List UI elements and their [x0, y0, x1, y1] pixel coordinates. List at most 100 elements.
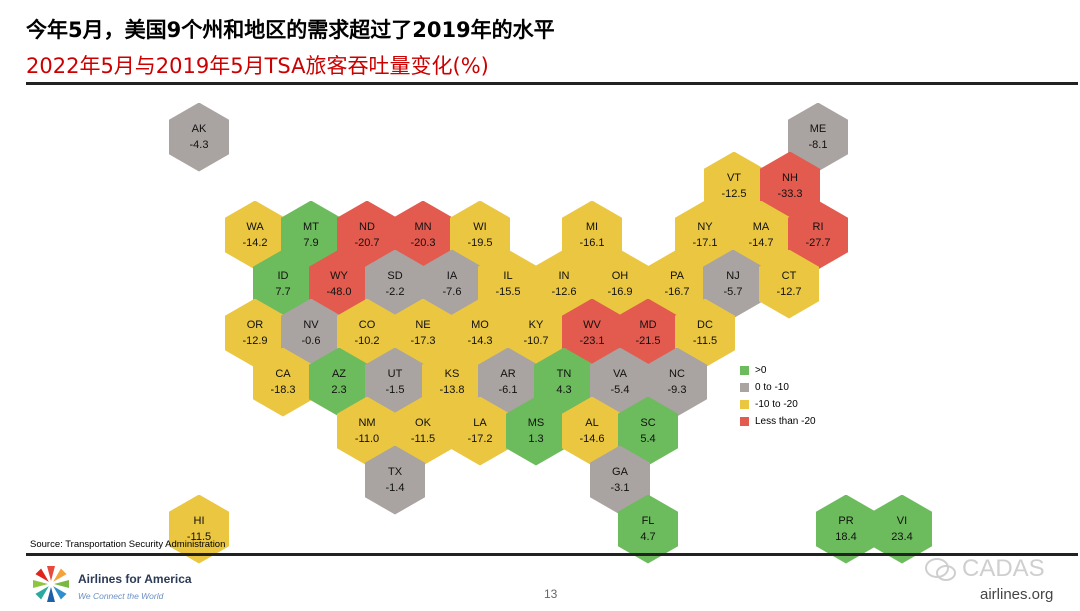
state-code: DC [697, 319, 713, 331]
state-code: FL [641, 515, 655, 527]
state-value: -12.9 [242, 335, 268, 347]
state-code: GA [612, 466, 628, 478]
state-code: VI [896, 515, 908, 527]
state-value: -7.6 [442, 286, 462, 298]
state-value: -48.0 [326, 286, 352, 298]
state-value: -13.8 [439, 384, 465, 396]
state-code: WA [246, 221, 264, 233]
state-value: -14.6 [579, 433, 605, 445]
state-value: -20.7 [354, 237, 380, 249]
state-value: 5.4 [640, 433, 656, 445]
legend-label: 0 to -10 [755, 382, 789, 393]
state-code: MT [303, 221, 319, 233]
state-value: 7.7 [275, 286, 291, 298]
state-code: MN [414, 221, 432, 233]
legend-item: 0 to -10 [740, 382, 789, 395]
top-divider [26, 82, 1078, 85]
state-value: -18.3 [270, 384, 296, 396]
state-value: -3.1 [610, 482, 630, 494]
state-value: -14.2 [242, 237, 268, 249]
state-value: -11.5 [410, 433, 436, 445]
state-value: -23.1 [579, 335, 605, 347]
airlines-for-america-logo-icon [33, 566, 69, 602]
state-code: TN [556, 368, 572, 380]
state-value: -17.3 [410, 335, 436, 347]
page-title: 今年5月，美国9个州和地区的需求超过了2019年的水平 [26, 18, 555, 42]
state-hex-fl [618, 494, 678, 564]
state-code: VT [726, 172, 742, 184]
state-code: CA [275, 368, 291, 380]
state-hex-pr [816, 494, 876, 564]
state-code: IL [503, 270, 513, 282]
state-code: MO [471, 319, 489, 331]
state-value: 4.3 [556, 384, 572, 396]
state-value: -16.9 [607, 286, 633, 298]
legend-swatch [740, 417, 749, 426]
state-code: WI [473, 221, 487, 233]
state-code: NM [358, 417, 376, 429]
state-value: -17.2 [467, 433, 493, 445]
state-code: PR [838, 515, 854, 527]
state-value: 7.9 [303, 237, 319, 249]
state-value: -4.3 [189, 139, 209, 151]
state-value: -2.2 [385, 286, 405, 298]
state-value: -12.7 [776, 286, 802, 298]
source-note: Source: Transportation Security Administ… [30, 539, 226, 550]
state-code: IA [446, 270, 458, 282]
page-subtitle: 2022年5月与2019年5月TSA旅客吞吐量变化(%) [26, 54, 489, 78]
state-hex-hi [169, 494, 229, 564]
legend-item: Less than -20 [740, 416, 816, 429]
state-value: 2.3 [331, 384, 347, 396]
state-code: NH [782, 172, 798, 184]
state-value: -8.1 [808, 139, 828, 151]
website-link[interactable]: airlines.org [980, 586, 1054, 603]
legend-label: -10 to -20 [755, 399, 798, 410]
state-code: AL [585, 417, 599, 429]
state-code: PA [670, 270, 684, 282]
legend-label: Less than -20 [755, 416, 816, 427]
state-value: -5.7 [723, 286, 743, 298]
state-value: -6.1 [498, 384, 518, 396]
legend-label: >0 [755, 365, 767, 376]
state-code: VA [613, 368, 627, 380]
state-code: MD [639, 319, 657, 331]
state-value: -16.7 [664, 286, 690, 298]
state-code: NY [697, 221, 713, 233]
state-value: -9.3 [667, 384, 687, 396]
state-value: -14.7 [748, 237, 774, 249]
state-hex-tx [365, 445, 425, 515]
state-code: OR [246, 319, 264, 331]
legend-item: >0 [740, 365, 766, 378]
state-hex-ms [506, 396, 566, 466]
state-value: -10.7 [523, 335, 549, 347]
state-code: AK [191, 123, 207, 135]
state-value: -20.3 [410, 237, 436, 249]
state-value: 23.4 [891, 531, 913, 543]
state-value: -5.4 [610, 384, 630, 396]
state-value: -16.1 [579, 237, 605, 249]
state-value: 1.3 [528, 433, 544, 445]
bottom-divider [26, 553, 1078, 556]
state-code: OK [415, 417, 431, 429]
watermark-text: CADAS [962, 555, 1045, 582]
state-code: NJ [726, 270, 740, 282]
state-value: -11.5 [692, 335, 718, 347]
state-hex-ca [253, 347, 313, 417]
state-code: OH [611, 270, 629, 282]
page-number: 13 [544, 587, 558, 601]
state-value: -27.7 [805, 237, 831, 249]
state-value: -17.1 [692, 237, 718, 249]
state-code: NE [415, 319, 431, 331]
state-code: SD [387, 270, 403, 282]
state-code: ID [277, 270, 289, 282]
brand-tagline: We Connect the World [78, 591, 164, 601]
state-code: IN [558, 270, 570, 282]
legend-swatch [740, 366, 749, 375]
state-value: 4.7 [640, 531, 656, 543]
brand-name: Airlines for America [78, 572, 192, 586]
state-code: CO [358, 319, 376, 331]
state-code: MI [585, 221, 599, 233]
state-code: NV [303, 319, 319, 331]
state-code: RI [812, 221, 824, 233]
